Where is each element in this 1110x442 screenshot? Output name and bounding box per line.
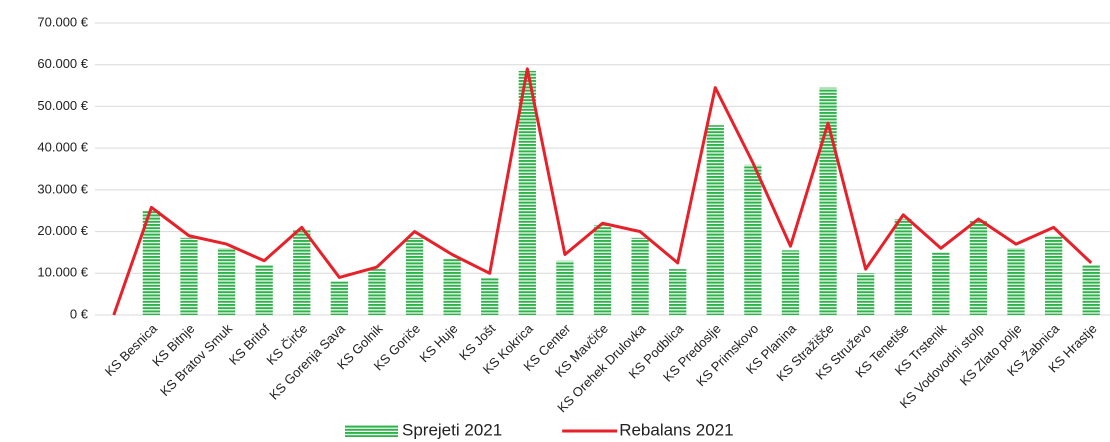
y-tick-label: 40.000 € bbox=[37, 140, 88, 155]
bar bbox=[180, 237, 198, 315]
bar bbox=[969, 221, 988, 315]
bar bbox=[894, 219, 912, 315]
bar bbox=[744, 164, 762, 315]
bar bbox=[593, 225, 612, 315]
bar bbox=[293, 229, 311, 315]
bar bbox=[405, 237, 424, 315]
bar bbox=[857, 273, 875, 315]
bar bbox=[631, 237, 649, 315]
legend-label: Sprejeti 2021 bbox=[402, 420, 502, 439]
y-tick-label: 0 € bbox=[70, 306, 89, 321]
bar bbox=[706, 125, 724, 315]
line bbox=[112, 67, 1093, 316]
bar bbox=[1044, 235, 1063, 315]
bar bbox=[1082, 264, 1100, 315]
legend-label: Rebalans 2021 bbox=[619, 420, 733, 439]
bar bbox=[443, 258, 461, 315]
bar bbox=[932, 252, 950, 315]
bar bbox=[142, 210, 161, 315]
y-tick-label: 30.000 € bbox=[37, 181, 88, 196]
bar bbox=[217, 248, 236, 315]
bar bbox=[669, 269, 687, 315]
bar bbox=[255, 264, 273, 315]
y-tick-label: 60.000 € bbox=[37, 56, 88, 71]
bar bbox=[556, 260, 574, 315]
y-tick-label: 50.000 € bbox=[37, 98, 88, 113]
bar bbox=[781, 250, 800, 315]
x-tick-label: KS Besnica bbox=[102, 320, 161, 379]
x-tick-label: KS Huje bbox=[416, 321, 460, 365]
y-tick-label: 20.000 € bbox=[37, 223, 88, 238]
legend-swatch bbox=[345, 425, 398, 437]
bar bbox=[330, 281, 348, 315]
bar bbox=[481, 277, 499, 315]
bar bbox=[518, 70, 536, 315]
bar bbox=[1007, 248, 1025, 315]
bar bbox=[368, 269, 386, 315]
y-tick-label: 10.000 € bbox=[37, 265, 88, 280]
y-tick-label: 70.000 € bbox=[37, 14, 88, 29]
